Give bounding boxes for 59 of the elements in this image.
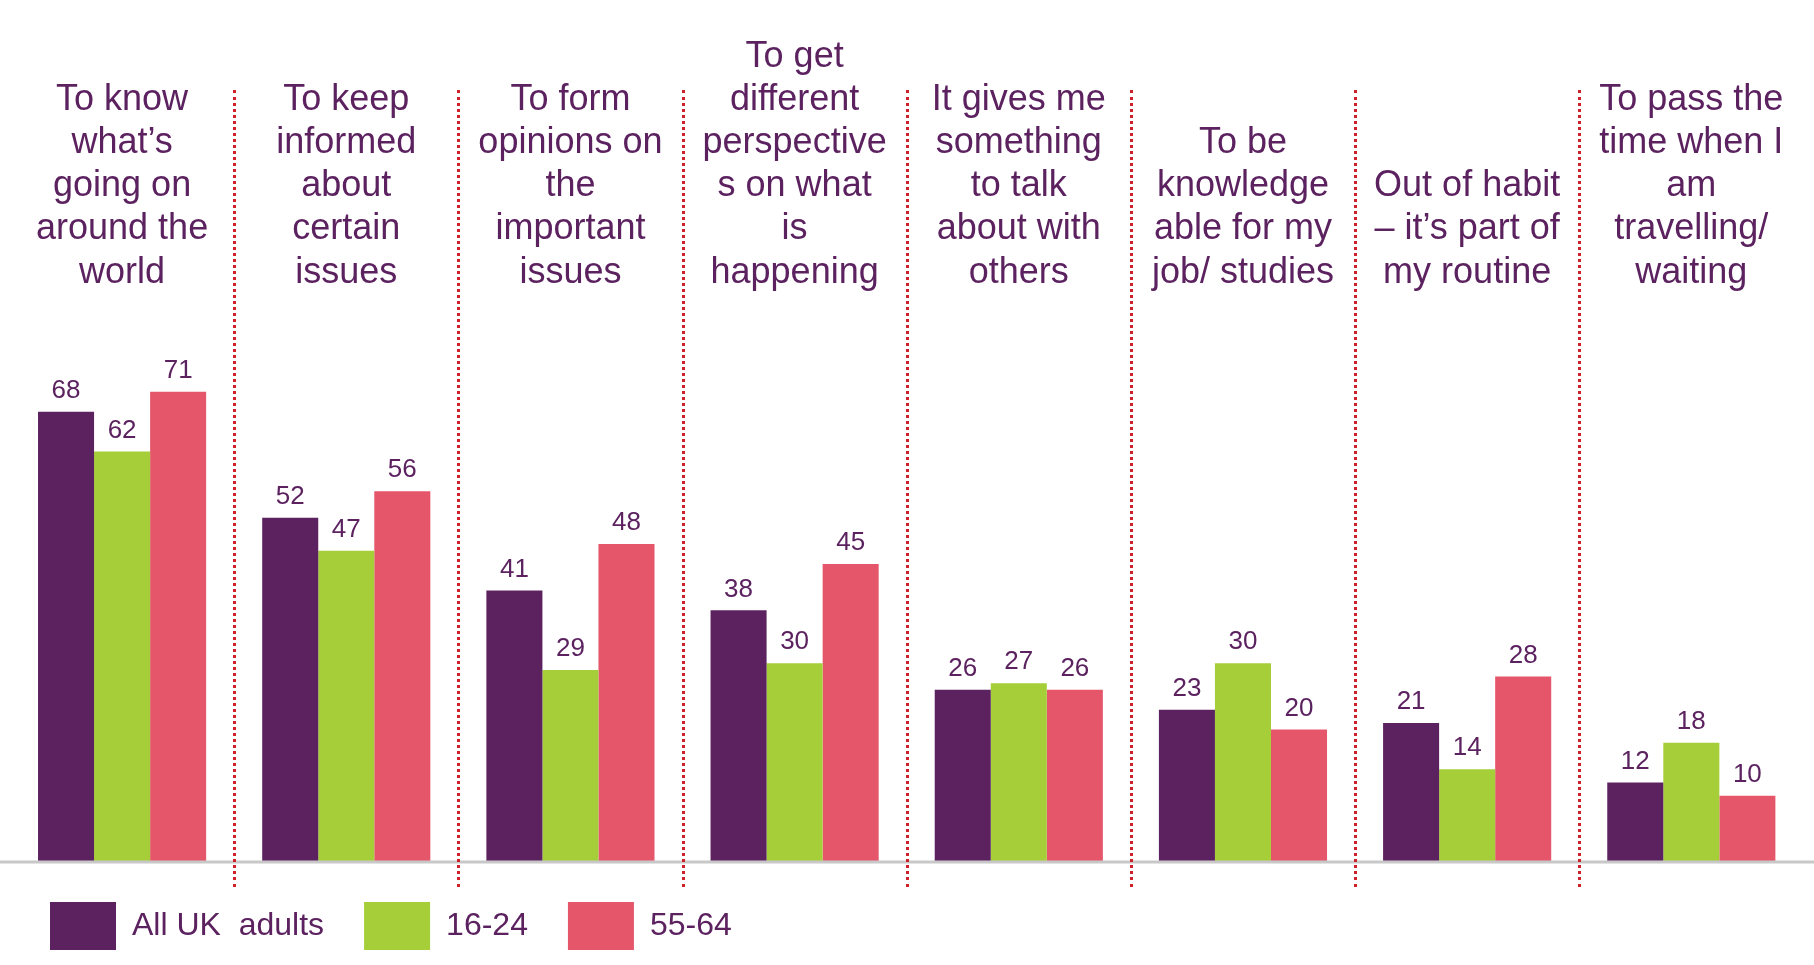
legend-label: 55-64 — [649, 905, 732, 942]
bar — [1607, 782, 1664, 862]
bar — [374, 491, 431, 862]
data-label: 30 — [780, 625, 810, 656]
data-label: 62 — [107, 413, 137, 444]
bar — [1046, 689, 1103, 862]
data-label: 14 — [1452, 731, 1482, 762]
data-label: 47 — [331, 512, 361, 543]
data-label: 71 — [163, 353, 193, 384]
bar — [542, 669, 599, 862]
legend-label: 16-24 — [446, 905, 528, 942]
bar — [318, 550, 375, 862]
x-tick-label: It gives me something to talk about with others — [931, 76, 1106, 291]
x-tick-label: Out of habit – it’s part of my routine — [1374, 163, 1561, 291]
data-label: 56 — [387, 453, 417, 484]
data-label: 27 — [1004, 645, 1034, 676]
bar — [1383, 722, 1440, 862]
data-label: 28 — [1508, 638, 1538, 669]
bar — [262, 517, 319, 862]
bar — [822, 563, 879, 862]
x-tick-label: To get different perspectives on what is happening — [702, 33, 887, 291]
bar — [934, 689, 991, 862]
data-label: 52 — [275, 479, 305, 510]
data-label: 26 — [948, 651, 978, 682]
bar — [990, 683, 1047, 862]
bar — [1214, 663, 1271, 862]
bar — [1439, 769, 1496, 862]
data-label: 29 — [555, 632, 585, 663]
data-label: 68 — [51, 373, 81, 404]
bar — [710, 610, 767, 862]
data-label: 12 — [1620, 744, 1650, 775]
data-label: 18 — [1676, 704, 1706, 735]
data-label: 26 — [1060, 651, 1090, 682]
data-label: 20 — [1284, 691, 1314, 722]
legend-label: All UK adults — [132, 905, 325, 942]
bar — [1270, 729, 1328, 862]
bar — [1663, 742, 1720, 862]
bar — [38, 411, 95, 862]
x-tick-label: To be knowledgeable for my job/ studies — [1150, 119, 1335, 291]
data-label: 30 — [1228, 625, 1258, 656]
x-tick-label: To form opinions on the important issues — [478, 76, 663, 291]
bar — [1495, 676, 1552, 862]
bar — [486, 590, 543, 862]
bar — [150, 391, 207, 862]
bar — [598, 544, 655, 862]
data-label: 21 — [1396, 685, 1426, 716]
data-label: 48 — [612, 506, 641, 537]
data-label: 23 — [1172, 671, 1202, 702]
x-tick-label: To keep informed about certain issues — [276, 76, 417, 291]
x-tick-label: To know what’s going on around the world — [36, 76, 209, 291]
bar — [1158, 709, 1215, 862]
data-label: 45 — [836, 526, 866, 557]
data-label: 38 — [724, 572, 754, 603]
data-label: 10 — [1732, 757, 1762, 788]
bar — [94, 451, 151, 862]
data-label: 41 — [499, 552, 529, 583]
x-tick-label: To pass the time when I am travelling/ waiting — [1599, 76, 1784, 291]
bar — [766, 663, 823, 862]
bar — [1719, 795, 1776, 862]
